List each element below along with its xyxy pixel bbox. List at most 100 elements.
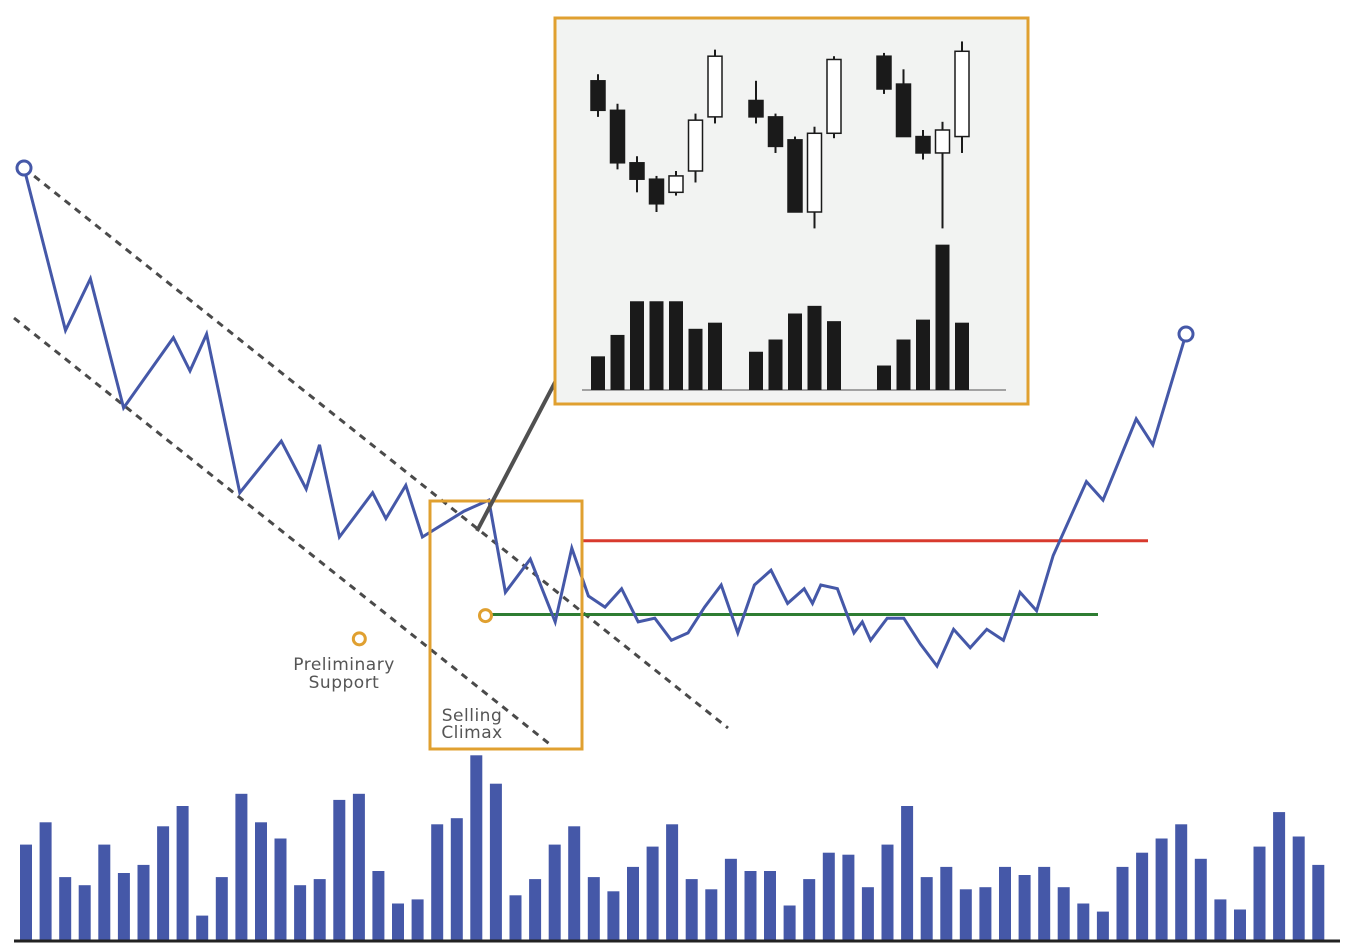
preliminary-support-marker bbox=[351, 631, 367, 647]
inset-volume-bar bbox=[768, 339, 783, 390]
volume-bar bbox=[372, 871, 385, 940]
candle-bullish bbox=[826, 58, 842, 135]
volume-bar bbox=[920, 877, 933, 940]
volume-bar bbox=[1253, 846, 1266, 940]
volume-bar bbox=[646, 846, 659, 940]
volume-bar bbox=[959, 889, 972, 940]
volume-bar bbox=[78, 885, 91, 940]
volume-bar bbox=[764, 871, 776, 940]
volume-bar bbox=[450, 818, 463, 940]
volume-bar bbox=[1057, 887, 1070, 940]
volume-bar bbox=[59, 877, 72, 940]
selling-climax-label-line2: Climax bbox=[441, 723, 502, 743]
candle-bearish bbox=[648, 178, 665, 205]
inset-volume-bar bbox=[749, 351, 763, 390]
inset-volume-bar bbox=[649, 301, 664, 390]
volume-bar bbox=[1273, 812, 1286, 940]
volume-bar bbox=[98, 844, 111, 940]
volume-bar bbox=[999, 866, 1011, 940]
volume-bar bbox=[1018, 875, 1031, 940]
volume-bar bbox=[117, 873, 130, 940]
candle-bullish bbox=[707, 55, 723, 118]
inset-volume-bar bbox=[896, 339, 911, 390]
candle-bearish bbox=[609, 109, 626, 164]
volume-bar bbox=[803, 879, 816, 940]
markers bbox=[15, 159, 1195, 647]
volume-bar bbox=[392, 903, 404, 940]
volume-bar bbox=[235, 793, 248, 940]
candle-bearish bbox=[915, 135, 931, 154]
inset-volume-bar bbox=[916, 319, 930, 390]
inset-volume-bar bbox=[630, 301, 644, 390]
candle-bearish bbox=[787, 139, 803, 213]
volume-bar bbox=[489, 783, 502, 940]
volume-bar bbox=[1175, 824, 1188, 940]
candle-bearish bbox=[895, 83, 912, 138]
volume-bar bbox=[1194, 858, 1207, 940]
range-levels bbox=[492, 539, 1148, 616]
candle-bullish bbox=[687, 119, 704, 172]
volume-bar bbox=[411, 899, 424, 940]
volume-bars bbox=[14, 755, 1340, 943]
end-marker bbox=[1177, 325, 1195, 343]
channel-upper-line bbox=[23, 166, 729, 730]
channel-lower-line bbox=[13, 316, 553, 748]
inset-volume-bar bbox=[788, 313, 802, 390]
inset-volume-bar bbox=[935, 244, 950, 390]
volume-bar bbox=[157, 826, 170, 940]
price-path bbox=[22, 167, 1188, 670]
volume-bar bbox=[705, 889, 718, 940]
downtrend-channel bbox=[13, 166, 729, 748]
inset-volume-bar bbox=[669, 301, 683, 390]
annotations: Preliminary Support Selling Climax bbox=[293, 655, 502, 743]
volume-bar bbox=[352, 793, 365, 940]
volume-bar bbox=[1116, 866, 1129, 940]
volume-bar bbox=[255, 822, 267, 940]
preliminary-support-label-line2: Support bbox=[309, 673, 380, 693]
volume-bar bbox=[294, 885, 307, 940]
candle-bearish bbox=[876, 55, 892, 90]
volume-bar bbox=[176, 806, 189, 940]
volume-bar bbox=[861, 887, 874, 940]
volume-bar bbox=[842, 854, 855, 940]
inset-volume-bar bbox=[610, 334, 625, 390]
candle-bullish bbox=[954, 50, 970, 138]
volume-bar bbox=[1234, 909, 1246, 940]
volume-bar bbox=[568, 826, 581, 940]
volume-bar bbox=[196, 915, 209, 940]
volume-bar bbox=[627, 866, 639, 940]
volume-bar bbox=[724, 858, 737, 940]
volume-bar bbox=[20, 844, 32, 940]
volume-bar bbox=[509, 895, 522, 940]
inset-volume-bar bbox=[708, 322, 722, 390]
volume-bar bbox=[1038, 866, 1051, 940]
candle-bullish bbox=[668, 175, 684, 194]
volume-bar bbox=[529, 879, 542, 940]
volume-bar bbox=[783, 905, 796, 940]
volume-bar bbox=[137, 864, 150, 940]
candle-bearish bbox=[767, 116, 784, 148]
candlestick-inset bbox=[553, 16, 1030, 406]
inset-volume-bar bbox=[827, 321, 841, 390]
candle-bullish bbox=[934, 129, 951, 154]
start-marker bbox=[15, 159, 33, 177]
volume-bar bbox=[215, 877, 228, 940]
selling-climax-marker bbox=[477, 608, 493, 624]
volume-bar bbox=[1155, 838, 1168, 940]
selling-climax-box bbox=[428, 499, 584, 751]
volume-bar bbox=[470, 755, 483, 940]
inset-volume-bar bbox=[955, 322, 969, 390]
candle-bullish bbox=[806, 132, 823, 213]
price-line bbox=[22, 167, 1188, 670]
volume-bar bbox=[822, 852, 835, 940]
volume-bar bbox=[1312, 864, 1325, 940]
volume-bar bbox=[333, 799, 346, 940]
candle-bearish bbox=[590, 80, 606, 112]
volume-bar bbox=[587, 877, 600, 940]
volume-bar bbox=[313, 879, 326, 940]
volume-bar bbox=[1292, 836, 1305, 940]
volume-bar bbox=[274, 838, 287, 940]
volume-bar bbox=[666, 824, 679, 940]
volume-bar bbox=[979, 887, 992, 940]
